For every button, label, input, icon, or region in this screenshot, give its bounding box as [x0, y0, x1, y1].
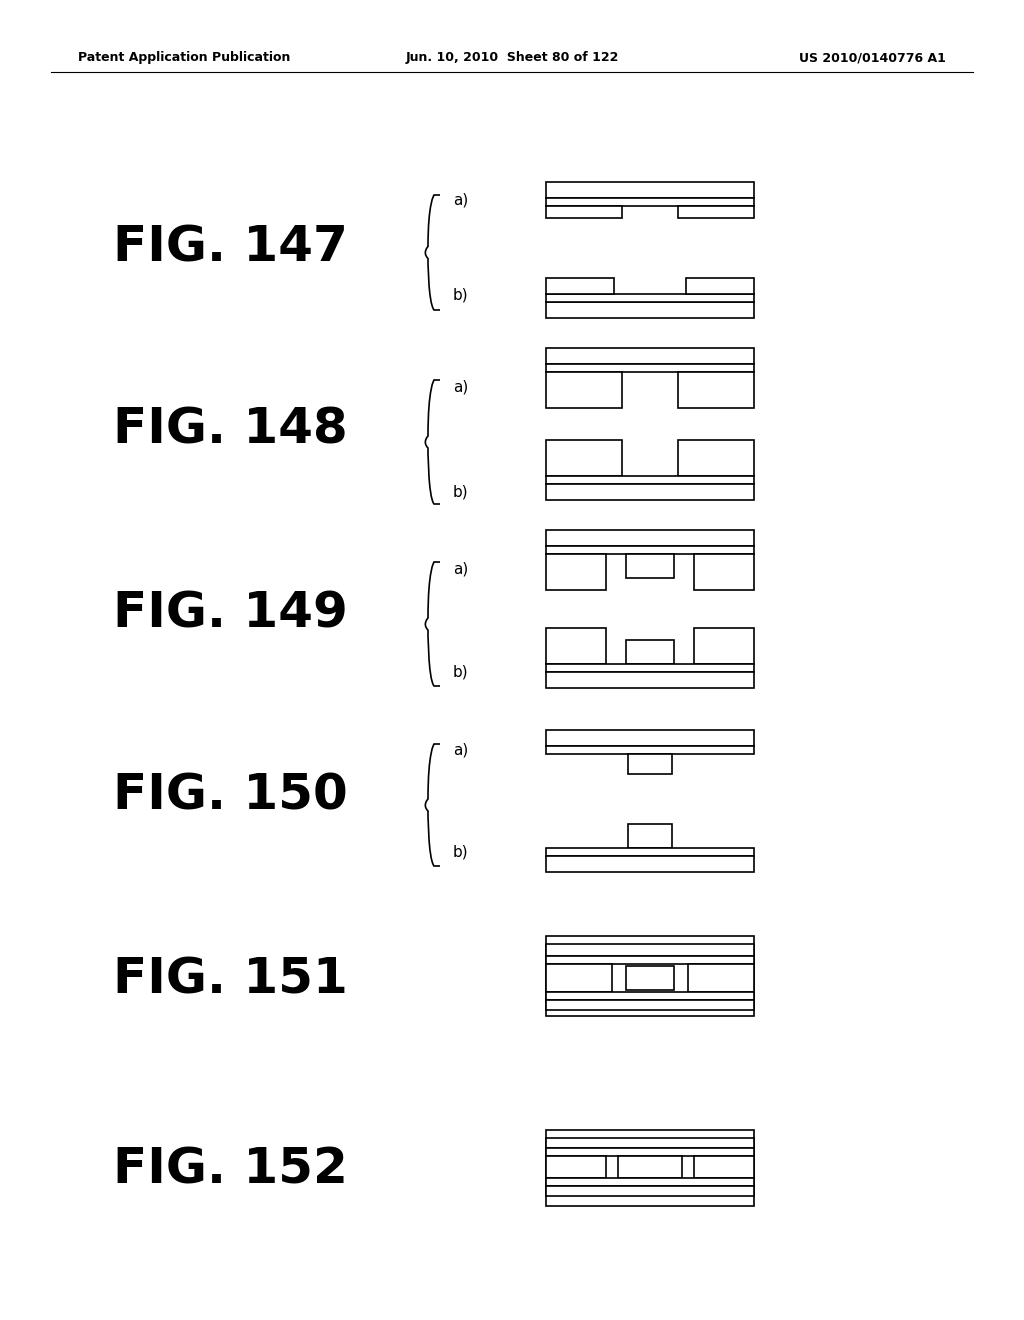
- Bar: [686, 279, 754, 294]
- Bar: [546, 1001, 754, 1010]
- Bar: [546, 993, 754, 1001]
- Bar: [546, 628, 606, 664]
- Bar: [678, 440, 754, 477]
- Bar: [694, 628, 754, 664]
- Bar: [546, 477, 754, 484]
- Bar: [546, 348, 754, 364]
- Bar: [678, 206, 754, 218]
- Text: FIG. 149: FIG. 149: [113, 590, 347, 638]
- Bar: [546, 440, 622, 477]
- Bar: [694, 554, 754, 590]
- Text: a): a): [453, 742, 468, 758]
- Bar: [546, 1138, 754, 1148]
- Bar: [546, 1148, 754, 1156]
- Bar: [546, 1156, 606, 1177]
- Bar: [546, 279, 614, 294]
- Text: FIG. 148: FIG. 148: [113, 407, 347, 454]
- Bar: [618, 1156, 682, 1177]
- Bar: [546, 936, 754, 1016]
- Text: FIG. 147: FIG. 147: [113, 224, 347, 272]
- Bar: [546, 672, 754, 688]
- Bar: [678, 372, 754, 408]
- Bar: [546, 182, 754, 198]
- Bar: [626, 966, 674, 990]
- Bar: [546, 847, 754, 855]
- Bar: [546, 372, 622, 408]
- Bar: [546, 198, 754, 206]
- Text: Patent Application Publication: Patent Application Publication: [78, 51, 291, 65]
- Text: a): a): [453, 193, 468, 207]
- Bar: [546, 730, 754, 746]
- Bar: [546, 554, 606, 590]
- Bar: [546, 1130, 754, 1206]
- Bar: [546, 855, 754, 873]
- Text: FIG. 150: FIG. 150: [113, 772, 347, 820]
- Bar: [626, 640, 674, 664]
- Bar: [546, 546, 754, 554]
- Text: Jun. 10, 2010  Sheet 80 of 122: Jun. 10, 2010 Sheet 80 of 122: [406, 51, 618, 65]
- Bar: [626, 554, 674, 578]
- Text: FIG. 151: FIG. 151: [113, 956, 347, 1005]
- Bar: [546, 484, 754, 500]
- Bar: [546, 664, 754, 672]
- Text: a): a): [453, 380, 468, 395]
- Bar: [546, 364, 754, 372]
- Bar: [546, 1185, 754, 1196]
- Bar: [546, 944, 754, 956]
- Bar: [628, 754, 672, 774]
- Bar: [628, 824, 672, 847]
- Text: b): b): [453, 288, 469, 302]
- Bar: [546, 964, 612, 993]
- Bar: [546, 531, 754, 546]
- Text: US 2010/0140776 A1: US 2010/0140776 A1: [799, 51, 946, 65]
- Bar: [546, 206, 622, 218]
- Bar: [688, 964, 754, 993]
- Bar: [546, 956, 754, 964]
- Text: b): b): [453, 664, 469, 680]
- Text: b): b): [453, 484, 469, 499]
- Bar: [546, 746, 754, 754]
- Text: FIG. 152: FIG. 152: [113, 1146, 347, 1195]
- Bar: [546, 1177, 754, 1185]
- Text: a): a): [453, 561, 468, 577]
- Bar: [546, 302, 754, 318]
- Bar: [546, 294, 754, 302]
- Text: b): b): [453, 845, 469, 859]
- Bar: [694, 1156, 754, 1177]
